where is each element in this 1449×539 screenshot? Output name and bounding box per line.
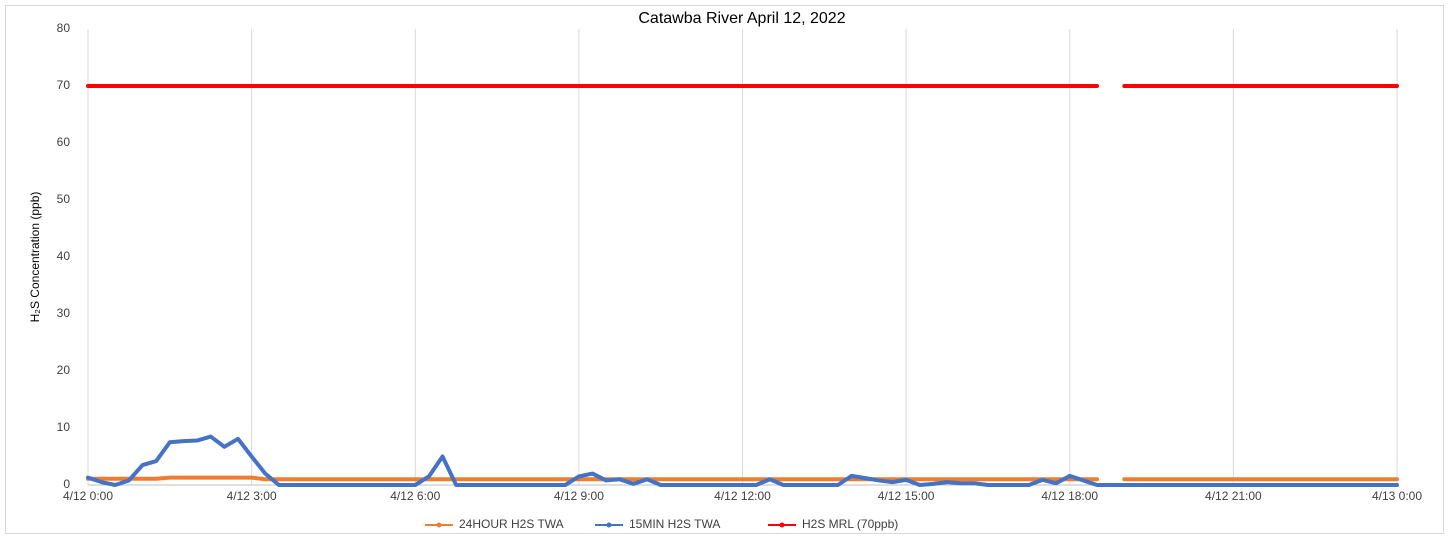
x-tick-label: 4/12 21:00 [1205, 489, 1262, 503]
x-tick-label: 4/12 6:00 [390, 489, 440, 503]
x-tick-label: 4/12 12:00 [714, 489, 771, 503]
x-tick-label: 4/13 0:00 [1372, 489, 1422, 503]
series-line [86, 475, 1100, 482]
legend-marker [606, 522, 612, 528]
y-tick-label: 40 [57, 249, 71, 263]
y-axis-label: H₂S Concentration (ppb) [28, 192, 42, 323]
y-tick-label: 60 [57, 135, 71, 149]
series-line [86, 434, 1399, 487]
x-tick-label: 4/12 18:00 [1041, 489, 1098, 503]
y-tick-label: 10 [57, 420, 71, 434]
legend-label: 24HOUR H2S TWA [459, 517, 564, 531]
y-tick-label: 30 [57, 306, 71, 320]
legend-label: H2S MRL (70ppb) [802, 517, 898, 531]
y-tick-label: 80 [57, 21, 71, 35]
legend-marker [436, 522, 442, 528]
y-tick-label: 70 [57, 78, 71, 92]
x-tick-label: 4/12 0:00 [63, 489, 113, 503]
x-tick-label: 4/12 15:00 [878, 489, 935, 503]
legend-label: 15MIN H2S TWA [629, 517, 720, 531]
legend-marker [779, 522, 785, 528]
x-tick-label: 4/12 9:00 [554, 489, 604, 503]
x-tick-label: 4/12 3:00 [227, 489, 277, 503]
y-tick-label: 0 [63, 477, 70, 491]
chart-title: Catawba River April 12, 2022 [638, 10, 845, 27]
y-tick-label: 20 [57, 363, 71, 377]
y-tick-label: 50 [57, 192, 71, 206]
